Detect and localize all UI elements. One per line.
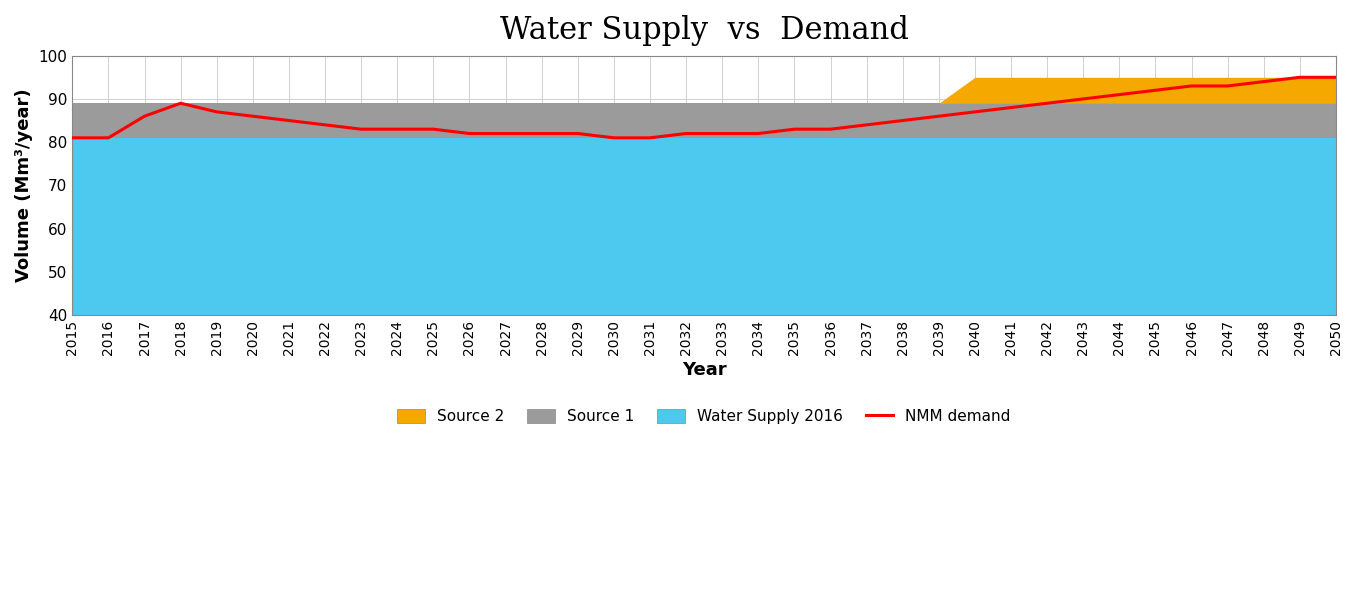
NMM demand [823, 125, 839, 133]
NMM demand [316, 121, 333, 128]
NMM demand [1183, 82, 1199, 89]
NMM demand [425, 125, 441, 133]
NMM demand [678, 130, 694, 137]
NMM demand [786, 125, 803, 133]
NMM demand [1111, 91, 1127, 98]
NMM demand [281, 117, 297, 124]
Y-axis label: Volume (Mm³/year): Volume (Mm³/year) [15, 89, 33, 282]
NMM demand [462, 130, 478, 137]
NMM demand [1004, 104, 1020, 111]
NMM demand [1076, 95, 1092, 103]
NMM demand [209, 108, 225, 116]
NMM demand [930, 112, 947, 120]
NMM demand [64, 134, 80, 142]
NMM demand [353, 125, 369, 133]
NMM demand [642, 134, 659, 142]
NMM demand [534, 130, 550, 137]
NMM demand [858, 121, 875, 128]
NMM demand [1328, 74, 1344, 81]
NMM demand [606, 134, 622, 142]
Line: NMM demand: NMM demand [72, 77, 1336, 138]
Legend: Source 2, Source 1, Water Supply 2016, NMM demand: Source 2, Source 1, Water Supply 2016, N… [390, 402, 1018, 432]
NMM demand [750, 130, 766, 137]
X-axis label: Year: Year [682, 361, 727, 379]
NMM demand [172, 100, 189, 107]
Title: Water Supply  vs  Demand: Water Supply vs Demand [500, 15, 909, 46]
NMM demand [244, 112, 261, 120]
NMM demand [714, 130, 731, 137]
NMM demand [1039, 100, 1055, 107]
NMM demand [1219, 82, 1236, 89]
NMM demand [1148, 86, 1164, 94]
NMM demand [1291, 74, 1308, 81]
NMM demand [967, 108, 983, 116]
NMM demand [100, 134, 117, 142]
NMM demand [136, 112, 152, 120]
NMM demand [1256, 78, 1272, 85]
NMM demand [895, 117, 911, 124]
NMM demand [497, 130, 513, 137]
NMM demand [390, 125, 406, 133]
NMM demand [569, 130, 585, 137]
